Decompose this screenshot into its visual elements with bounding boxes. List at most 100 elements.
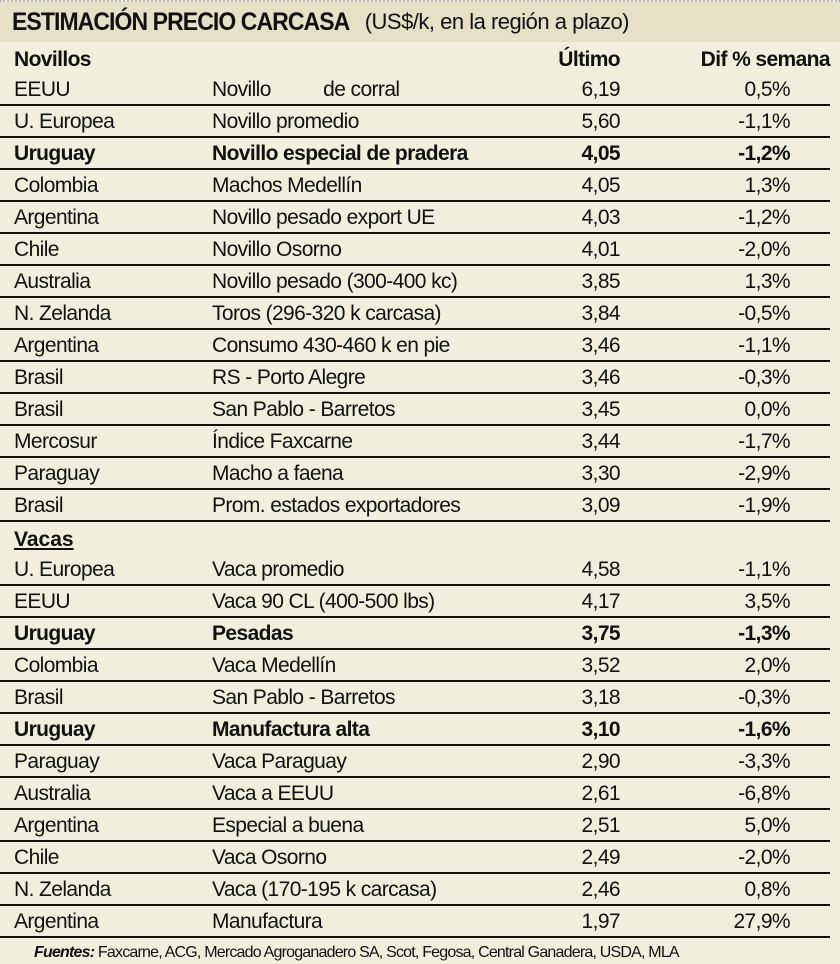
country-cell: Brasil	[14, 398, 64, 421]
description-cell: Manufactura alta	[212, 718, 370, 741]
country-cell: Australia	[14, 270, 91, 293]
table-row: Argentina Consumo 430-460 k en pie 3,46 -1,…	[0, 330, 830, 362]
description-cell: Manufactura	[212, 910, 323, 933]
weekly-diff-cell: 0,5%	[744, 78, 791, 101]
description-cell: Novillo Osorno	[212, 238, 342, 261]
description-cell: Novillo pesado (300-400 kc)	[212, 270, 458, 293]
last-price-cell: 3,18	[581, 686, 621, 709]
table-row: Brasil San Pablo - Barretos 3,45 0,0%	[0, 394, 830, 426]
description-cell: Macho a faena	[212, 462, 344, 485]
last-price-cell: 3,45	[581, 398, 621, 421]
header-row: Novillos Último Dif % semana	[0, 42, 831, 74]
last-price-cell: 3,46	[581, 366, 621, 389]
country-cell: Chile	[14, 846, 59, 869]
last-price-cell: 3,85	[581, 270, 621, 293]
description-cell: Toros (296-320 k carcasa)	[212, 302, 442, 325]
last-price-cell: 4,01	[581, 238, 621, 261]
weekly-diff-cell: -2,0%	[738, 238, 790, 261]
table-row: Colombia Machos Medellín 4,05 1,3%	[0, 170, 830, 202]
description-cell: Novillo especial de pradera	[212, 142, 468, 165]
country-cell: Argentina	[14, 814, 99, 837]
last-price-cell: 3,44	[581, 430, 621, 453]
country-cell: Brasil	[14, 494, 64, 517]
weekly-diff-cell: -1,1%	[738, 334, 790, 357]
table-row: N. Zelanda Toros (296-320 k carcasa) 3,84 -…	[0, 298, 830, 330]
description-cell: Vaca Osorno	[212, 846, 327, 869]
country-cell: Mercosur	[14, 430, 97, 453]
country-cell: N. Zelanda	[14, 878, 111, 901]
weekly-diff-cell: -1,6%	[738, 718, 790, 741]
country-cell: U. Europea	[14, 558, 115, 581]
last-price-cell: 3,10	[581, 718, 621, 741]
description-cell: Novillo promedio	[212, 110, 359, 133]
description-cell: Novillo pesado export UE	[212, 206, 435, 229]
section-vacas: Vacas	[14, 528, 74, 551]
table-row: Chile Novillo Osorno 4,01 -2,0%	[0, 234, 830, 266]
col-header-last: Último	[558, 48, 620, 71]
country-cell: Argentina	[14, 334, 99, 357]
last-price-cell: 2,49	[581, 846, 621, 869]
vacas-rows: U. Europea Vaca promedio 4,58 -1,1% EEUU Vaca…	[0, 554, 840, 938]
country-cell: Argentina	[14, 910, 99, 933]
col-header-diff: Dif % semana	[700, 48, 831, 71]
table-row: Mercosur Índice Faxcarne 3,44 -1,7%	[0, 426, 830, 458]
country-cell: Brasil	[14, 686, 64, 709]
weekly-diff-cell: -1,7%	[738, 430, 790, 453]
table-row: U. Europea Vaca promedio 4,58 -1,1%	[0, 554, 830, 586]
weekly-diff-cell: -2,0%	[738, 846, 790, 869]
last-price-cell: 2,61	[581, 782, 621, 805]
table-row: Chile Vaca Osorno 2,49 -2,0%	[0, 842, 830, 874]
last-price-cell: 3,46	[581, 334, 621, 357]
title-main: ESTIMACIÓN PRECIO CARCASA	[12, 7, 350, 36]
weekly-diff-cell: 3,5%	[744, 590, 791, 613]
last-price-cell: 3,75	[581, 622, 621, 645]
weekly-diff-cell: -1,3%	[738, 622, 790, 645]
section-novillos: Novillos	[14, 48, 91, 71]
weekly-diff-cell: -1,2%	[738, 206, 790, 229]
last-price-cell: 5,60	[581, 110, 621, 133]
table-row: Argentina Manufactura 1,97 27,9%	[0, 906, 830, 938]
table-row: EEUU Vaca 90 CL (400-500 lbs) 4,17 3,5%	[0, 586, 830, 618]
novillos-rows: EEUU Novillo de corral 6,19 0,5% U. Europea N…	[0, 74, 840, 522]
country-cell: N. Zelanda	[14, 302, 111, 325]
country-cell: U. Europea	[14, 110, 115, 133]
weekly-diff-cell: -1,1%	[738, 110, 790, 133]
table-row: EEUU Novillo de corral 6,19 0,5%	[0, 74, 830, 106]
description-cell: San Pablo - Barretos	[212, 686, 396, 709]
table-row: Brasil Prom. estados exportadores 3,09 -1,9…	[0, 490, 830, 522]
country-cell: EEUU	[14, 78, 71, 101]
table-row: Australia Vaca a EEUU 2,61 -6,8%	[0, 778, 830, 810]
weekly-diff-cell: -2,9%	[738, 462, 790, 485]
country-cell: Uruguay	[14, 718, 96, 741]
weekly-diff-cell: -3,3%	[738, 750, 790, 773]
country-cell: Uruguay	[14, 622, 96, 645]
last-price-cell: 4,05	[581, 174, 621, 197]
table-row: Uruguay Novillo especial de pradera 4,05 -1…	[0, 138, 830, 170]
table-row: Australia Novillo pesado (300-400 kc) 3,85…	[0, 266, 830, 298]
weekly-diff-cell: -1,9%	[738, 494, 790, 517]
last-price-cell: 3,52	[581, 654, 621, 677]
last-price-cell: 6,19	[581, 78, 621, 101]
country-cell: Colombia	[14, 174, 99, 197]
table-row: N. Zelanda Vaca (170-195 k carcasa) 2,46 0,…	[0, 874, 830, 906]
description-cell: Vaca promedio	[212, 558, 344, 581]
weekly-diff-cell: 0,0%	[744, 398, 791, 421]
last-price-cell: 4,17	[581, 590, 621, 613]
country-cell: Colombia	[14, 654, 99, 677]
country-cell: Paraguay	[14, 750, 100, 773]
description-cell: Prom. estados exportadores	[212, 494, 461, 517]
country-cell: Argentina	[14, 206, 99, 229]
last-price-cell: 2,90	[581, 750, 621, 773]
weekly-diff-cell: 0,8%	[744, 878, 791, 901]
table-row: Uruguay Pesadas 3,75 -1,3%	[0, 618, 830, 650]
weekly-diff-cell: -1,2%	[738, 142, 790, 165]
description-cell: Vaca (170-195 k carcasa)	[212, 878, 437, 901]
country-cell: Brasil	[14, 366, 64, 389]
description-cell: Índice Faxcarne	[212, 430, 353, 453]
country-cell: Uruguay	[14, 142, 96, 165]
description-cell: Vaca a EEUU	[212, 782, 334, 805]
table-row: Argentina Especial a buena 2,51 5,0%	[0, 810, 830, 842]
last-price-cell: 1,97	[581, 910, 621, 933]
weekly-diff-cell: -1,1%	[738, 558, 790, 581]
